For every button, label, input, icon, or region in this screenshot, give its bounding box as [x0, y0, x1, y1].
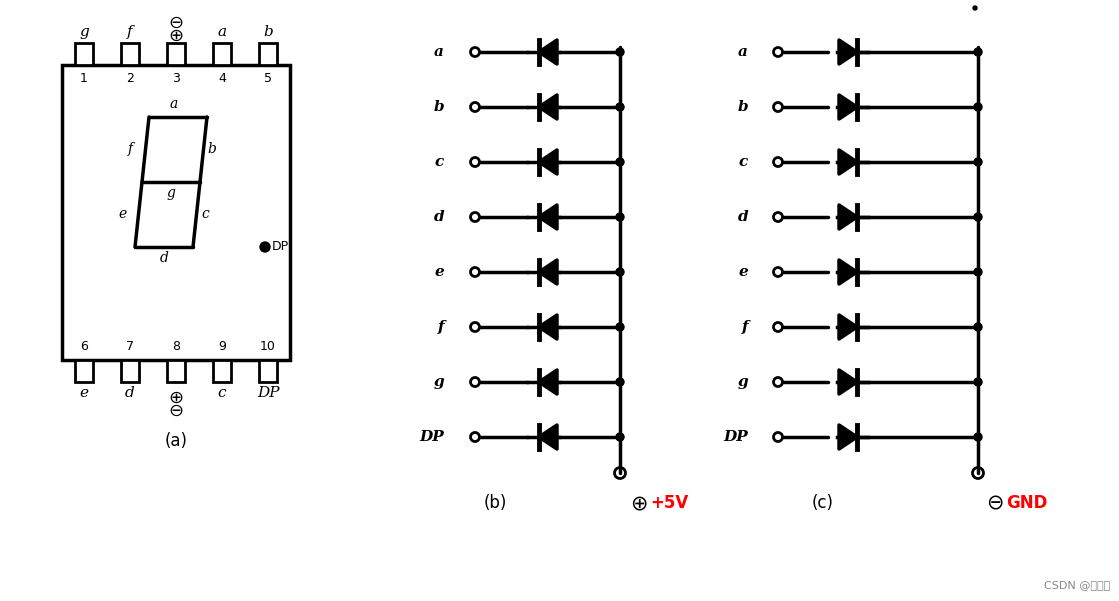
Text: DP: DP	[723, 430, 747, 444]
Circle shape	[615, 48, 624, 56]
Polygon shape	[839, 205, 857, 229]
Text: 8: 8	[172, 340, 180, 353]
Text: a: a	[170, 97, 178, 111]
Circle shape	[974, 213, 982, 221]
Text: 5: 5	[264, 73, 272, 85]
Text: 1: 1	[81, 73, 88, 85]
Text: DP: DP	[420, 430, 444, 444]
Polygon shape	[539, 205, 557, 229]
Text: ⊖: ⊖	[169, 402, 184, 420]
Text: b: b	[433, 100, 444, 114]
Text: a: a	[739, 45, 747, 59]
Text: d: d	[160, 251, 169, 265]
Circle shape	[615, 103, 624, 111]
Bar	[258, 360, 278, 382]
Circle shape	[260, 242, 270, 252]
Polygon shape	[839, 315, 857, 339]
Bar	[213, 43, 231, 65]
Text: g: g	[737, 375, 747, 389]
Polygon shape	[839, 425, 857, 449]
Text: d: d	[125, 386, 135, 400]
Polygon shape	[539, 40, 557, 64]
Text: b: b	[263, 25, 273, 39]
Text: 3: 3	[172, 73, 180, 85]
Bar	[121, 43, 139, 65]
Polygon shape	[539, 260, 557, 284]
Bar	[75, 43, 93, 65]
Polygon shape	[839, 95, 857, 119]
Circle shape	[615, 433, 624, 441]
Text: g: g	[167, 186, 176, 200]
Text: b: b	[737, 100, 747, 114]
Circle shape	[615, 378, 624, 386]
Bar	[121, 360, 139, 382]
Polygon shape	[539, 425, 557, 449]
Text: 2: 2	[126, 73, 134, 85]
Polygon shape	[539, 95, 557, 119]
Text: e: e	[119, 207, 128, 221]
Text: d: d	[433, 210, 444, 224]
Bar	[75, 360, 93, 382]
Circle shape	[615, 158, 624, 166]
Text: GND: GND	[1006, 494, 1047, 512]
Text: e: e	[434, 265, 444, 279]
Text: ⊖: ⊖	[986, 493, 1004, 513]
Text: 7: 7	[126, 340, 134, 353]
Text: ⊕: ⊕	[630, 493, 648, 513]
Circle shape	[974, 6, 977, 10]
Text: (c): (c)	[812, 494, 834, 512]
Text: c: c	[218, 386, 226, 400]
Text: f: f	[128, 142, 132, 156]
Text: c: c	[435, 155, 444, 169]
Text: +5V: +5V	[650, 494, 688, 512]
Text: e: e	[739, 265, 747, 279]
Text: ⊖: ⊖	[169, 14, 184, 32]
Circle shape	[974, 323, 982, 331]
Text: DP: DP	[256, 386, 280, 400]
Bar	[258, 43, 278, 65]
Circle shape	[974, 378, 982, 386]
Text: CSDN @原有理: CSDN @原有理	[1044, 580, 1110, 590]
Text: 10: 10	[260, 340, 276, 353]
Circle shape	[974, 158, 982, 166]
Text: 6: 6	[81, 340, 88, 353]
Bar	[62, 65, 290, 360]
Polygon shape	[839, 260, 857, 284]
Circle shape	[615, 268, 624, 276]
Text: g: g	[433, 375, 444, 389]
Text: 4: 4	[218, 73, 226, 85]
Text: a: a	[217, 25, 226, 39]
Text: ⊕: ⊕	[169, 27, 184, 45]
Text: (b): (b)	[483, 494, 507, 512]
Text: d: d	[737, 210, 747, 224]
Text: g: g	[79, 25, 88, 39]
Polygon shape	[539, 370, 557, 394]
Polygon shape	[539, 315, 557, 339]
Text: f: f	[438, 320, 444, 334]
Circle shape	[974, 103, 982, 111]
Circle shape	[615, 323, 624, 331]
Bar	[213, 360, 231, 382]
Text: b: b	[207, 142, 216, 156]
Text: c: c	[739, 155, 747, 169]
Polygon shape	[839, 150, 857, 174]
Text: ⊕: ⊕	[169, 389, 184, 407]
Circle shape	[974, 48, 982, 56]
Text: DP: DP	[272, 240, 289, 254]
Polygon shape	[839, 40, 857, 64]
Bar	[167, 360, 185, 382]
Text: f: f	[742, 320, 747, 334]
Text: c: c	[201, 207, 209, 221]
Circle shape	[615, 213, 624, 221]
Polygon shape	[539, 150, 557, 174]
Text: a: a	[434, 45, 444, 59]
Text: (a): (a)	[164, 432, 188, 450]
Text: 9: 9	[218, 340, 226, 353]
Text: f: f	[128, 25, 133, 39]
Bar	[167, 43, 185, 65]
Text: e: e	[79, 386, 88, 400]
Circle shape	[974, 433, 982, 441]
Polygon shape	[839, 370, 857, 394]
Circle shape	[974, 268, 982, 276]
